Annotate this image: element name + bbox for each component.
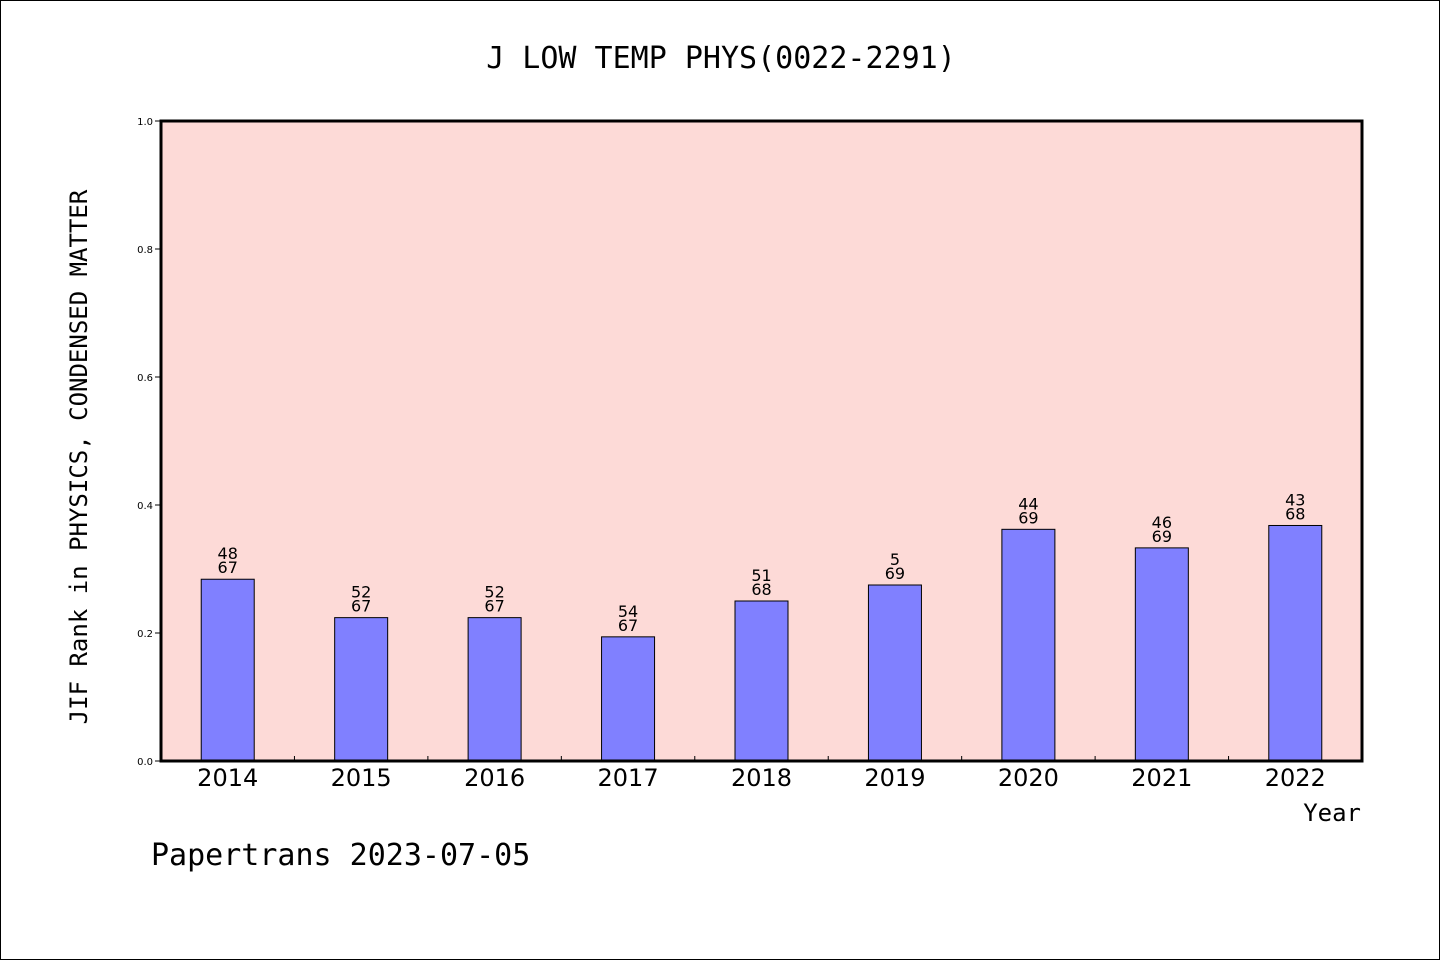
x-tick-label: 2016 [464, 764, 525, 792]
y-tick-label: 1.0 [137, 117, 153, 128]
x-tick-label: 2018 [731, 764, 792, 792]
x-tick-label: 2021 [1131, 764, 1192, 792]
x-tick-label: 2020 [998, 764, 1059, 792]
y-axis: 0.0 0.2 0.4 0.6 0.8 1.0 [137, 117, 161, 768]
y-tick-label: 0.2 [137, 629, 153, 640]
data-label-rank: 44 [1018, 494, 1038, 513]
data-label-rank: 52 [351, 583, 371, 602]
data-label-rank: 5 [890, 550, 900, 569]
x-axis-label: Year [1303, 799, 1361, 827]
bar-2015 [334, 617, 389, 762]
bar-2021 [1134, 547, 1189, 762]
data-label-total: 69 [1152, 527, 1172, 546]
footer-source: Papertrans 2023-07-05 [151, 838, 530, 873]
x-axis: 2014 2015 2016 2017 2018 2019 2020 2021 2022 [197, 756, 1326, 792]
bar-2014 [200, 578, 255, 762]
data-label-total: 69 [1018, 508, 1038, 527]
data-label-total: 67 [351, 597, 371, 616]
plot-border [159, 119, 1364, 763]
data-label-total: 67 [618, 616, 638, 635]
data-label-rank: 48 [218, 544, 238, 563]
bar-2020 [1001, 528, 1056, 762]
y-axis-label: JIF Rank in PHYSICS, CONDENSED MATTER [65, 189, 93, 724]
x-tick-label: 2022 [1265, 764, 1326, 792]
data-label-total: 68 [1285, 504, 1305, 523]
data-label-rank: 46 [1152, 513, 1172, 532]
x-tick-label: 2015 [331, 764, 392, 792]
data-label-total: 69 [885, 564, 905, 583]
y-tick-label: 0.6 [137, 373, 153, 384]
x-tick-label: 2019 [864, 764, 925, 792]
bar-2017 [601, 636, 656, 762]
data-label-rank: 54 [618, 602, 638, 621]
bar-2019 [867, 584, 922, 762]
x-tick-label: 2017 [598, 764, 659, 792]
y-tick-label: 0.0 [137, 757, 153, 768]
data-label-rank: 43 [1285, 490, 1305, 509]
data-label-total: 67 [484, 597, 504, 616]
data-label-total: 68 [751, 580, 771, 599]
chart-title: J LOW TEMP PHYS(0022-2291) [486, 41, 956, 76]
x-tick-label: 2014 [197, 764, 258, 792]
data-label-rank: 52 [484, 583, 504, 602]
bar-2018 [734, 600, 789, 762]
data-label-rank: 51 [751, 566, 771, 585]
data-label-total: 67 [218, 558, 238, 577]
bar-2022 [1268, 524, 1323, 762]
y-tick-label: 0.8 [137, 245, 153, 256]
bar-2016 [467, 617, 522, 762]
y-tick-label: 0.4 [137, 501, 153, 512]
